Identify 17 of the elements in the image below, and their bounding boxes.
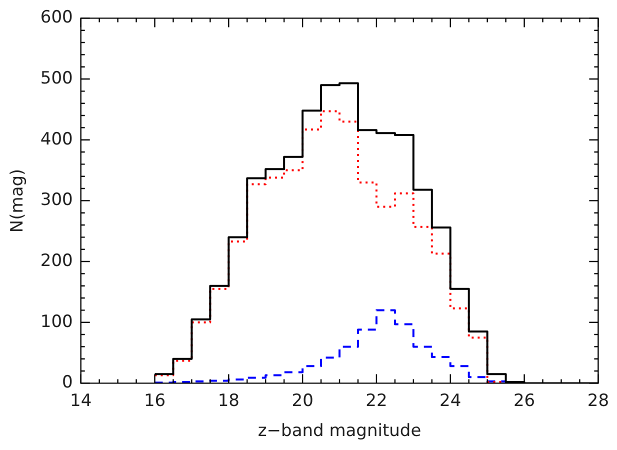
x-tick-label: 20 (292, 390, 314, 411)
y-axis-title: N(mag) (8, 168, 28, 233)
y-tick-label: 100 (40, 312, 73, 332)
y-tick-label: 300 (40, 190, 73, 210)
x-tick-label: 28 (587, 390, 610, 411)
x-tick-label: 26 (513, 390, 536, 411)
x-tick-label: 14 (70, 390, 92, 411)
x-tick-label: 22 (366, 390, 388, 411)
x-tick-label: 24 (440, 390, 462, 411)
x-tick-label: 16 (144, 390, 166, 411)
y-tick-label: 200 (40, 250, 73, 271)
y-tick-label: 0 (62, 372, 73, 393)
x-tick-label: 18 (218, 390, 240, 411)
y-tick-label: 600 (40, 8, 73, 28)
y-tick-label: 400 (40, 129, 73, 150)
x-axis-title: z−band magnitude (258, 421, 422, 442)
y-tick-label: 500 (40, 68, 73, 88)
